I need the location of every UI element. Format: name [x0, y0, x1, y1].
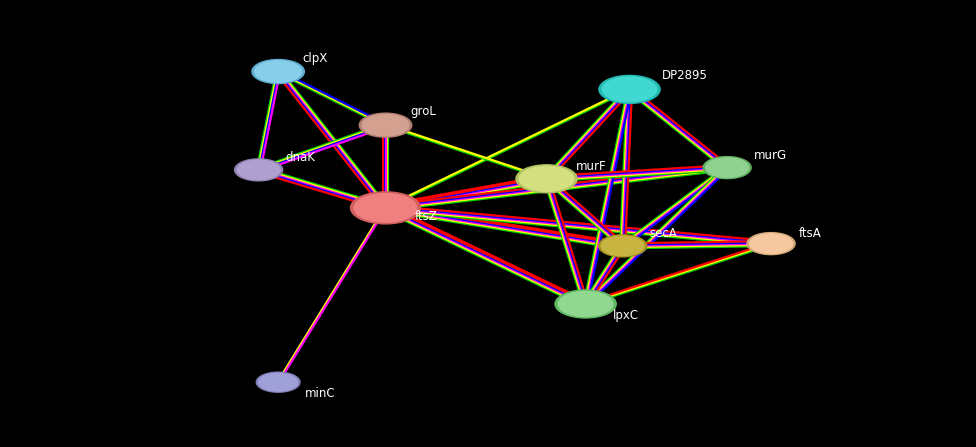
Text: clpX: clpX [303, 51, 328, 65]
Text: DP2895: DP2895 [662, 69, 708, 83]
Circle shape [350, 192, 421, 224]
Circle shape [252, 59, 305, 84]
Circle shape [354, 194, 417, 222]
Circle shape [598, 235, 647, 257]
Circle shape [257, 372, 300, 392]
Circle shape [558, 291, 613, 316]
Circle shape [706, 158, 749, 177]
Circle shape [599, 76, 660, 103]
Circle shape [747, 232, 795, 255]
Text: ftsZ: ftsZ [415, 210, 437, 224]
Circle shape [259, 373, 298, 391]
Circle shape [519, 166, 574, 191]
Circle shape [555, 290, 616, 318]
Circle shape [234, 159, 283, 181]
Circle shape [602, 77, 657, 102]
Text: dnaK: dnaK [285, 151, 315, 164]
Text: murF: murF [576, 160, 606, 173]
Text: minC: minC [305, 387, 335, 400]
Text: secA: secA [649, 227, 676, 240]
Text: groL: groL [410, 105, 436, 118]
Circle shape [601, 236, 644, 256]
Circle shape [362, 114, 409, 136]
Text: murG: murG [753, 149, 787, 162]
Circle shape [703, 156, 752, 179]
Circle shape [750, 234, 793, 253]
Circle shape [255, 61, 302, 82]
Text: ftsA: ftsA [798, 227, 821, 240]
Circle shape [359, 113, 412, 137]
Circle shape [516, 165, 577, 193]
Circle shape [237, 160, 280, 180]
Text: lpxC: lpxC [613, 308, 639, 322]
